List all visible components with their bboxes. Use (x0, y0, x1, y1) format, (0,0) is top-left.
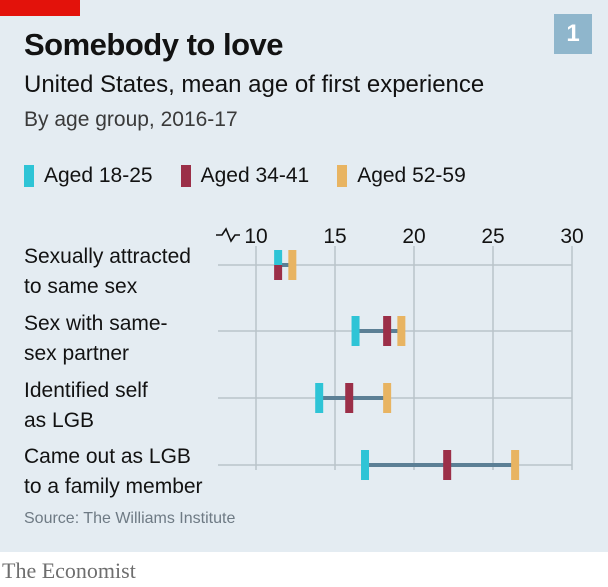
row-label-0-line-1: to same sex (24, 275, 138, 298)
marker-0-2 (288, 250, 297, 280)
marker-1-0 (351, 316, 360, 346)
row-label-3-line-0: Came out as LGB (24, 445, 191, 468)
marker-0-0 (274, 250, 283, 265)
legend-label-52-59: Aged 52-59 (357, 164, 466, 187)
legend-item-34-41: Aged 34-41 (180, 164, 310, 188)
marker-1-1 (383, 316, 392, 346)
legend-item-52-59: Aged 52-59 (337, 164, 466, 188)
tick-label-30: 30 (560, 225, 583, 248)
marker-3-1 (443, 450, 452, 480)
legend: Aged 18-25 Aged 34-41 Aged 52-59 (24, 164, 494, 188)
brand-red-tag (0, 0, 80, 16)
row-label-1-line-1: sex partner (24, 342, 129, 365)
dot-range-chart: 10 15 20 25 30 Sexually attracted to same sex S… (24, 225, 584, 498)
chart-subtitle: United States, mean age of first experie… (24, 71, 485, 98)
legend-swatch-34-41 (180, 165, 191, 187)
marker-2-0 (315, 383, 324, 413)
legend-label-18-25: Aged 18-25 (44, 164, 153, 187)
row-label-2-line-0: Identified self (24, 379, 148, 402)
axis-break-icon (216, 227, 240, 243)
tick-label-20: 20 (402, 225, 425, 248)
marker-3-0 (361, 450, 370, 480)
chart-title: Somebody to love (24, 27, 283, 62)
tick-label-10: 10 (244, 225, 267, 248)
legend-swatch-18-25 (24, 165, 34, 187)
marker-1-2 (397, 316, 406, 346)
legend-swatch-52-59 (337, 165, 348, 187)
row-label-0-line-0: Sexually attracted (24, 245, 191, 268)
row-label-1-line-0: Sex with same- (24, 312, 168, 335)
row-label-2-line-1: as LGB (24, 409, 94, 432)
source-note: Source: The Williams Institute (24, 510, 236, 527)
marker-2-1 (345, 383, 354, 413)
tick-label-25: 25 (481, 225, 504, 248)
brand-wordmark: The Economist (2, 558, 136, 583)
marker-0-1 (274, 265, 283, 280)
marker-3-2 (511, 450, 520, 480)
chart-panel (0, 0, 608, 552)
legend-label-34-41: Aged 34-41 (200, 164, 310, 187)
chart-subsubtitle: By age group, 2016-17 (24, 108, 238, 131)
legend-item-18-25: Aged 18-25 (24, 164, 153, 188)
chart-number-badge: 1 (554, 14, 592, 54)
marker-2-2 (383, 383, 392, 413)
tick-label-15: 15 (323, 225, 346, 248)
row-label-3-line-1: to a family member (24, 475, 203, 498)
